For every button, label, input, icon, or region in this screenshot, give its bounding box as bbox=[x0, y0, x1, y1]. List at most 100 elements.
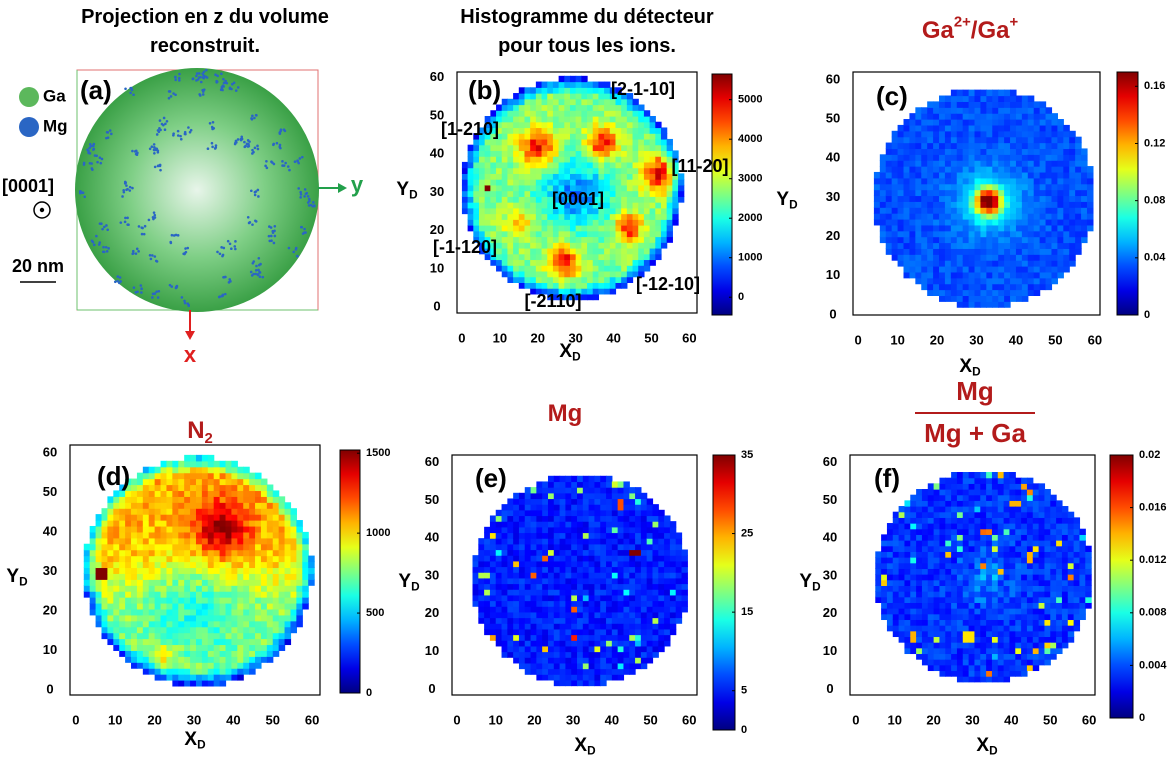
heatmap-cell bbox=[547, 293, 554, 301]
heatmap-cell bbox=[621, 190, 628, 197]
heatmap-cell bbox=[915, 248, 922, 255]
heatmap-cell bbox=[587, 247, 594, 255]
heatmap-cell bbox=[594, 549, 601, 556]
heatmap-cell bbox=[577, 674, 584, 681]
heatmap-cell bbox=[621, 207, 628, 215]
heatmap-cell bbox=[501, 196, 509, 203]
heatmap-cell bbox=[89, 579, 97, 586]
heatmap-cell bbox=[490, 179, 497, 186]
heatmap-cell bbox=[629, 549, 636, 556]
heatmap-cell bbox=[615, 115, 622, 123]
heatmap-cell bbox=[142, 508, 150, 515]
heatmap-cell bbox=[518, 207, 526, 215]
heatmap-cell bbox=[172, 644, 179, 651]
heatmap-cell bbox=[552, 282, 560, 289]
heatmap-cell bbox=[1075, 207, 1082, 214]
heatmap-cell bbox=[219, 543, 227, 551]
heatmap-cell bbox=[107, 496, 114, 503]
heatmap-cell bbox=[992, 236, 999, 244]
heatmap-cell bbox=[266, 555, 274, 563]
heatmap-cell bbox=[885, 201, 893, 208]
heatmap-cell bbox=[308, 579, 315, 586]
heatmap-cell bbox=[547, 645, 555, 653]
heatmap-cell bbox=[467, 202, 474, 209]
heatmap-cell bbox=[571, 498, 578, 505]
heatmap-cell bbox=[582, 640, 590, 647]
heatmap-cell bbox=[136, 620, 144, 628]
heatmap-cell bbox=[547, 606, 555, 613]
heatmap-cell bbox=[617, 566, 625, 573]
heatmap-cell bbox=[513, 645, 520, 653]
heatmap-cell bbox=[635, 509, 642, 517]
heatmap-cell bbox=[879, 207, 887, 214]
heatmap-cell bbox=[172, 514, 179, 521]
heatmap-cell bbox=[655, 230, 662, 238]
heatmap-cell bbox=[992, 301, 999, 308]
heatmap-cell bbox=[921, 271, 928, 279]
heatmap-cell bbox=[184, 472, 191, 480]
heatmap-cell bbox=[604, 110, 611, 117]
heatmap-cell bbox=[178, 602, 185, 610]
heatmap-cell bbox=[632, 230, 639, 238]
heatmap-cell bbox=[553, 521, 561, 528]
arrow-head bbox=[338, 183, 347, 193]
mg-atom bbox=[106, 228, 109, 232]
x-tick-label: 30 bbox=[187, 712, 201, 727]
x-axis-label: XD bbox=[184, 729, 205, 752]
heatmap-cell bbox=[484, 230, 491, 238]
heatmap-cell bbox=[166, 561, 173, 569]
heatmap-cell bbox=[927, 107, 934, 114]
heatmap-cell bbox=[933, 189, 940, 197]
heatmap-cell bbox=[565, 623, 572, 630]
heatmap-cell bbox=[296, 573, 303, 580]
heatmap-cell bbox=[249, 668, 256, 675]
heatmap-cell bbox=[594, 634, 601, 641]
heatmap-cell bbox=[131, 520, 138, 527]
mg-atom bbox=[220, 87, 224, 91]
heatmap-cell bbox=[552, 259, 560, 266]
heatmap-cell bbox=[594, 674, 601, 681]
heatmap-cell bbox=[195, 472, 203, 480]
heatmap-cell bbox=[577, 583, 584, 590]
heatmap-cell bbox=[592, 202, 600, 209]
heatmap-cell bbox=[496, 213, 503, 220]
heatmap-cell bbox=[1015, 195, 1023, 202]
heatmap-cell bbox=[278, 537, 286, 545]
heatmap-cell bbox=[598, 230, 605, 238]
heatmap-cell bbox=[588, 475, 596, 483]
heatmap-cell bbox=[95, 597, 103, 604]
heatmap-cell bbox=[609, 179, 617, 186]
heatmap-cell bbox=[980, 260, 987, 267]
heatmap-cell bbox=[1039, 148, 1047, 155]
heatmap-cell bbox=[950, 242, 958, 249]
heatmap-cell bbox=[154, 472, 162, 480]
heatmap-cell bbox=[513, 549, 520, 556]
heatmap-cell bbox=[629, 589, 636, 596]
heatmap-cell bbox=[621, 282, 628, 289]
heatmap-cell bbox=[154, 502, 162, 509]
heatmap-cell bbox=[927, 119, 934, 126]
heatmap-cell bbox=[542, 481, 549, 488]
heatmap-cell bbox=[101, 514, 109, 521]
heatmap-cell bbox=[266, 591, 274, 598]
heatmap-cell bbox=[513, 543, 520, 551]
heatmap-cell bbox=[606, 492, 613, 500]
heatmap-cell bbox=[962, 160, 970, 167]
heatmap-cell bbox=[1015, 101, 1023, 108]
heatmap-cell bbox=[243, 502, 250, 509]
heatmap-cell bbox=[535, 98, 543, 106]
heatmap-cell bbox=[547, 190, 554, 197]
heatmap-cell bbox=[594, 515, 601, 522]
heatmap-cell bbox=[598, 282, 605, 289]
y-tick-label: 30 bbox=[430, 184, 444, 199]
mg-atom bbox=[95, 234, 98, 238]
heatmap-cell bbox=[600, 566, 607, 573]
heatmap-cell bbox=[592, 247, 600, 255]
heatmap-cell bbox=[617, 674, 625, 681]
heatmap-cell bbox=[600, 538, 607, 545]
mg-atom bbox=[101, 227, 104, 231]
heatmap-cell bbox=[195, 460, 203, 468]
heatmap-cell bbox=[933, 289, 940, 297]
heatmap-cell bbox=[1033, 195, 1041, 202]
heatmap-cell bbox=[178, 585, 185, 592]
